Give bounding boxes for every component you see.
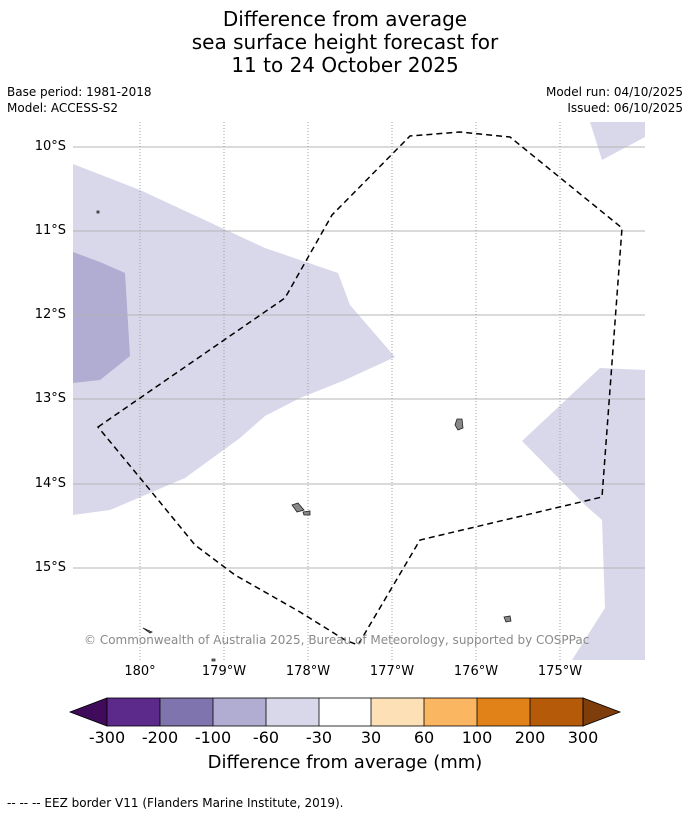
anomaly-region-west: [73, 164, 395, 515]
colorbar-label: -300: [88, 728, 126, 747]
island-south-mid: [211, 658, 216, 662]
anomaly-region-east: [522, 368, 645, 660]
colorbar-label: -100: [194, 728, 232, 747]
colorbar-bin-3: [213, 698, 266, 726]
colorbar-label: -30: [305, 728, 333, 747]
colorbar-label: -60: [252, 728, 280, 747]
lon-label-177w: 177°W: [369, 664, 415, 679]
map-title: Difference from average sea surface heig…: [0, 8, 690, 77]
model-run: Model run: 04/10/2025: [545, 85, 683, 99]
graticule: [73, 146, 645, 569]
island-south-west: [142, 627, 153, 634]
colorbar-dividers: [106, 697, 584, 727]
colorbar-bin-5: [319, 698, 371, 726]
lat-label-13s: 13°S: [34, 391, 66, 406]
colorbar-bin-9: [530, 698, 583, 726]
island-central-small: [302, 510, 311, 516]
colorbar-label: 60: [413, 728, 435, 747]
lon-label-176w: 176°W: [453, 664, 499, 679]
anomaly-region-northeast: [590, 122, 645, 160]
lon-label-180: 180°: [124, 664, 156, 679]
island-southeast: [503, 615, 512, 623]
copyright-notice: © Commonwealth of Australia 2025, Bureau…: [84, 633, 590, 647]
colorbar-label: -200: [141, 728, 179, 747]
anomaly-region-west-strong: [73, 252, 130, 383]
meta-right: Model run: 04/10/2025 Issued: 06/10/2025: [546, 84, 683, 116]
colorbar-bin-8: [477, 698, 530, 726]
eez-footnote: -- -- -- EEZ border V11 (Flanders Marine…: [7, 796, 344, 810]
lat-label-12s: 12°S: [34, 307, 66, 322]
title-line-1: Difference from average: [222, 7, 468, 31]
title-line-3: 11 to 24 October 2025: [231, 53, 459, 77]
lat-label-10s: 10°S: [34, 139, 66, 154]
base-period: Base period: 1981-2018: [7, 85, 152, 99]
colorbar-title: Difference from average (mm): [207, 752, 483, 773]
meta-left: Base period: 1981-2018 Model: ACCESS-S2: [7, 84, 152, 116]
title-line-2: sea surface height forecast for: [191, 30, 499, 54]
lat-label-11s: 11°S: [34, 223, 66, 238]
colorbar-extend-high: [582, 697, 622, 727]
island-east: [454, 418, 464, 431]
colorbar-label: 100: [461, 728, 493, 747]
colorbar-label: 300: [567, 728, 599, 747]
eez-border: [96, 131, 623, 646]
model-name: Model: ACCESS-S2: [7, 101, 119, 115]
lon-label-179w: 179°W: [201, 664, 247, 679]
colorbar-bin-4: [266, 698, 319, 726]
lon-label-178w: 178°W: [285, 664, 331, 679]
island-north-dot: [96, 210, 100, 214]
islands: [96, 210, 512, 662]
colorbar-label: 30: [360, 728, 382, 747]
colorbar-bin-2: [160, 698, 213, 726]
colorbar-bin-7: [424, 698, 477, 726]
colorbar-extend-low: [68, 697, 108, 727]
lon-label-175w: 175°W: [537, 664, 583, 679]
lat-label-15s: 15°S: [34, 560, 66, 575]
colorbar-label: 200: [514, 728, 546, 747]
colorbar-bin-6: [371, 698, 424, 726]
colorbar-bin-1: [107, 698, 160, 726]
island-central: [291, 502, 305, 513]
lat-label-14s: 14°S: [34, 476, 66, 491]
issued-date: Issued: 06/10/2025: [567, 101, 683, 115]
